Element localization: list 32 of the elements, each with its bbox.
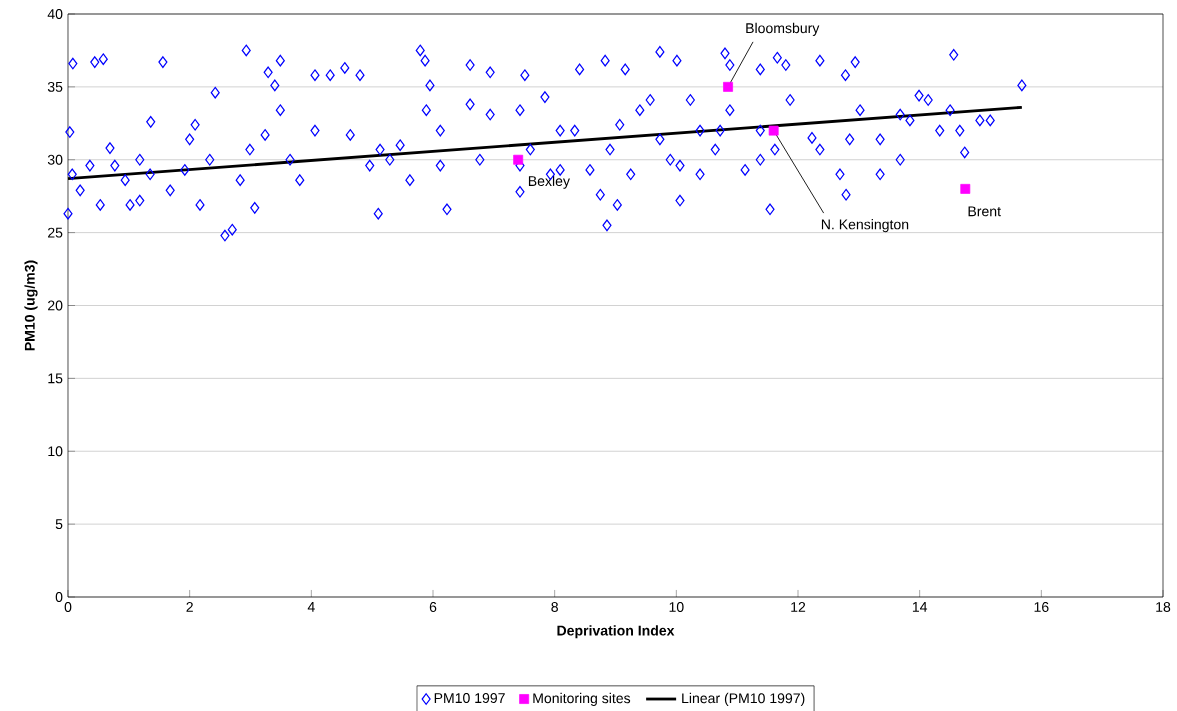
- annotation: N. Kensington: [821, 219, 909, 233]
- point: [723, 81, 733, 92]
- point: [513, 154, 524, 165]
- x-tick-label: 16: [1034, 602, 1049, 612]
- y-tick-label: 30: [47, 154, 63, 165]
- x-axis-title: Deprivation Index: [557, 625, 675, 639]
- x-tick-label: 2: [186, 602, 193, 612]
- point: [768, 125, 779, 136]
- annotation: Bloomsbury: [746, 22, 820, 36]
- x-tick-label: 18: [1156, 602, 1171, 612]
- legend-label: PM10 1997: [434, 693, 505, 704]
- annotation: Bexley: [528, 175, 570, 189]
- x-tick-label: 0: [64, 602, 72, 612]
- legend-label: Linear (PM10 1997): [682, 692, 805, 706]
- y-axis-title: PM10 (ug/m3): [24, 260, 38, 351]
- y-tick-label: 25: [48, 227, 63, 238]
- x-tick-label: 8: [551, 602, 558, 612]
- x-tick-label: 10: [669, 602, 684, 612]
- y-tick-label: 10: [48, 446, 63, 457]
- x-tick-label: 4: [307, 602, 315, 612]
- point: [960, 183, 971, 194]
- annotation: Brent: [968, 206, 1001, 217]
- y-tick-label: 5: [55, 519, 63, 530]
- legend-label: Monitoring sites: [533, 692, 631, 706]
- y-tick-label: 15: [48, 373, 63, 384]
- y-tick-label: 35: [47, 81, 63, 92]
- x-tick-label: 6: [429, 602, 437, 612]
- x-tick-label: 12: [791, 602, 806, 612]
- x-tick-label: 14: [912, 602, 928, 612]
- y-tick-label: 40: [47, 9, 63, 19]
- y-tick-label: 0: [55, 592, 63, 602]
- y-tick-label: 20: [48, 300, 63, 311]
